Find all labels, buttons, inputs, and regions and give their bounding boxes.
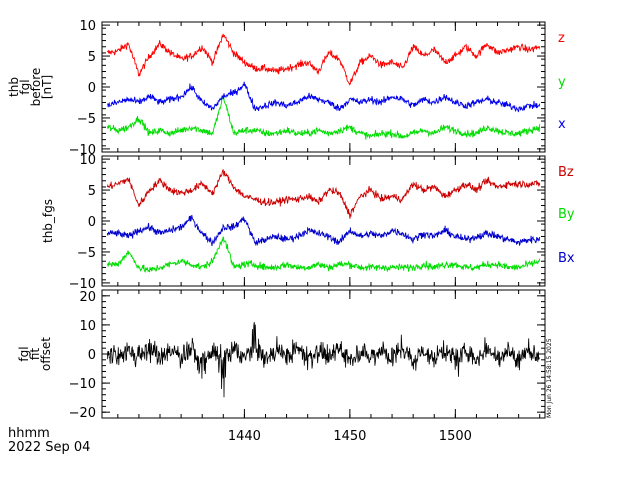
legend-label-bz: Bz bbox=[558, 165, 574, 180]
time-format-label: hhmm bbox=[8, 426, 50, 441]
y-tick-label: 10 bbox=[79, 319, 96, 334]
y-axis-label: fit bbox=[28, 348, 42, 361]
y-tick-label: 0 bbox=[88, 348, 96, 363]
y-tick-label: −10 bbox=[69, 377, 96, 392]
legend-label-z: z bbox=[558, 31, 565, 46]
x-tick-label: 1500 bbox=[439, 429, 472, 444]
y-axis-label: thb_fgs bbox=[41, 199, 55, 243]
legend-label-by: By bbox=[558, 207, 575, 222]
y-axis-label: fgl bbox=[18, 79, 32, 94]
series-line-y bbox=[106, 94, 541, 140]
series-line-by bbox=[106, 236, 541, 273]
y-tick-label: 10 bbox=[79, 19, 96, 34]
y-axis-label: fgl bbox=[17, 346, 31, 361]
x-tick-label: 1450 bbox=[333, 429, 366, 444]
legend-label-x: x bbox=[558, 117, 566, 132]
y-tick-label: −10 bbox=[69, 277, 96, 292]
series-line-x bbox=[107, 81, 541, 113]
y-tick-label: 5 bbox=[88, 184, 96, 199]
y-axis-label: thb bbox=[7, 77, 21, 97]
y-tick-label: 5 bbox=[88, 50, 96, 65]
y-axis-label: offset bbox=[39, 337, 53, 371]
series-line-bz bbox=[106, 168, 541, 219]
y-axis-label: before bbox=[29, 68, 43, 107]
legend-label-y: y bbox=[558, 75, 566, 90]
timestamp-stamp: Mon Jun 26 14:58:15 2025 bbox=[546, 338, 553, 418]
series-line-bx bbox=[106, 214, 541, 247]
panel-2: −10 −5 0 5 10 thb_fgs Bz By Bx bbox=[41, 153, 575, 292]
series-line-z bbox=[106, 33, 541, 86]
y-tick-label: 10 bbox=[79, 153, 96, 168]
y-axis-label: [nT] bbox=[40, 75, 54, 99]
y-tick-label: −10 bbox=[69, 143, 96, 158]
y-tick-label: 0 bbox=[88, 81, 96, 96]
y-tick-label: 20 bbox=[79, 290, 96, 305]
y-tick-label: −5 bbox=[77, 246, 96, 261]
y-tick-label: −5 bbox=[77, 112, 96, 127]
x-tick-label: 1440 bbox=[228, 429, 261, 444]
series-line-offset bbox=[106, 322, 540, 398]
y-tick-label: 0 bbox=[88, 215, 96, 230]
y-tick-label: −20 bbox=[69, 406, 96, 421]
legend-label-bx: Bx bbox=[558, 251, 575, 266]
date-label: 2022 Sep 04 bbox=[8, 440, 91, 455]
